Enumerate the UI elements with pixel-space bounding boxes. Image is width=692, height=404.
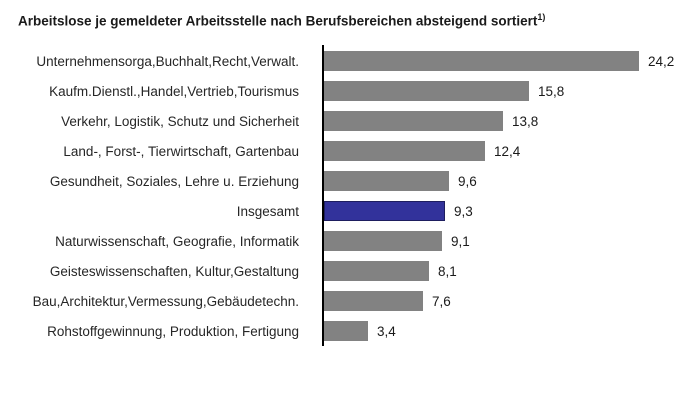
category-label: Land-, Forst-, Tierwirtschaft, Gartenbau [63, 143, 299, 159]
footnote-marker: 1) [537, 12, 546, 22]
bar-rows: Unternehmensorga,Buchhalt,Recht,Verwalt.… [0, 46, 692, 346]
chart-title: Arbeitslose je gemeldeter Arbeitsstelle … [18, 12, 545, 29]
category-label: Unternehmensorga,Buchhalt,Recht,Verwalt. [36, 53, 299, 69]
bar-cell: 9,3 [324, 196, 473, 226]
bar [324, 291, 423, 311]
bar [324, 51, 639, 71]
y-axis-line [322, 45, 324, 346]
category-label: Verkehr, Logistik, Schutz und Sicherheit [61, 113, 299, 129]
bar-row: Unternehmensorga,Buchhalt,Recht,Verwalt.… [0, 46, 692, 76]
bar-row: Gesundheit, Soziales, Lehre u. Erziehung… [0, 166, 692, 196]
bar [324, 321, 368, 341]
value-label: 13,8 [512, 113, 539, 129]
bar-row: Insgesamt 9,3 [0, 196, 692, 226]
category-label: Geisteswissenschaften, Kultur,Gestaltung [49, 263, 299, 279]
category-label: Gesundheit, Soziales, Lehre u. Erziehung [49, 173, 299, 189]
bar-cell: 9,1 [324, 226, 470, 256]
bar-cell: 13,8 [324, 106, 538, 136]
bar-cell: 24,2 [324, 46, 674, 76]
bar-row: Geisteswissenschaften, Kultur,Gestaltung… [0, 256, 692, 286]
bar-cell: 15,8 [324, 76, 564, 106]
bar-row: Rohstoffgewinnung, Produktion, Fertigung… [0, 316, 692, 346]
value-label: 3,4 [377, 323, 396, 339]
value-label: 24,2 [648, 53, 675, 69]
bar-cell: 3,4 [324, 316, 396, 346]
value-label: 12,4 [494, 143, 521, 159]
bar [324, 81, 529, 101]
chart-title-text: Arbeitslose je gemeldeter Arbeitsstelle … [18, 13, 538, 29]
bar-highlight-insgesamt [324, 201, 445, 221]
value-label: 9,1 [451, 233, 470, 249]
plot-area: Unternehmensorga,Buchhalt,Recht,Verwalt.… [0, 45, 692, 346]
bar-row: Bau,Architektur,Vermessung,Gebäudetechn.… [0, 286, 692, 316]
bar [324, 171, 449, 191]
category-label: Kaufm.Dienstl.,Handel,Vertrieb,Tourismus [49, 83, 299, 99]
bar-row: Verkehr, Logistik, Schutz und Sicherheit… [0, 106, 692, 136]
category-label: Rohstoffgewinnung, Produktion, Fertigung [47, 323, 299, 339]
bar-cell: 9,6 [324, 166, 477, 196]
bar [324, 231, 442, 251]
bar-row: Land-, Forst-, Tierwirtschaft, Gartenbau… [0, 136, 692, 166]
bar [324, 261, 429, 281]
bar-cell: 7,6 [324, 286, 451, 316]
value-label: 8,1 [438, 263, 457, 279]
bar-row: Kaufm.Dienstl.,Handel,Vertrieb,Tourismus… [0, 76, 692, 106]
value-label: 15,8 [538, 83, 565, 99]
bar [324, 111, 503, 131]
value-label: 7,6 [432, 293, 451, 309]
bar [324, 141, 485, 161]
category-label: Insgesamt [236, 203, 299, 219]
bar-cell: 12,4 [324, 136, 520, 166]
category-label: Naturwissenschaft, Geografie, Informatik [55, 233, 299, 249]
bar-row: Naturwissenschaft, Geografie, Informatik… [0, 226, 692, 256]
value-label: 9,3 [454, 203, 473, 219]
value-label: 9,6 [458, 173, 477, 189]
category-label: Bau,Architektur,Vermessung,Gebäudetechn. [32, 293, 299, 309]
bar-cell: 8,1 [324, 256, 457, 286]
